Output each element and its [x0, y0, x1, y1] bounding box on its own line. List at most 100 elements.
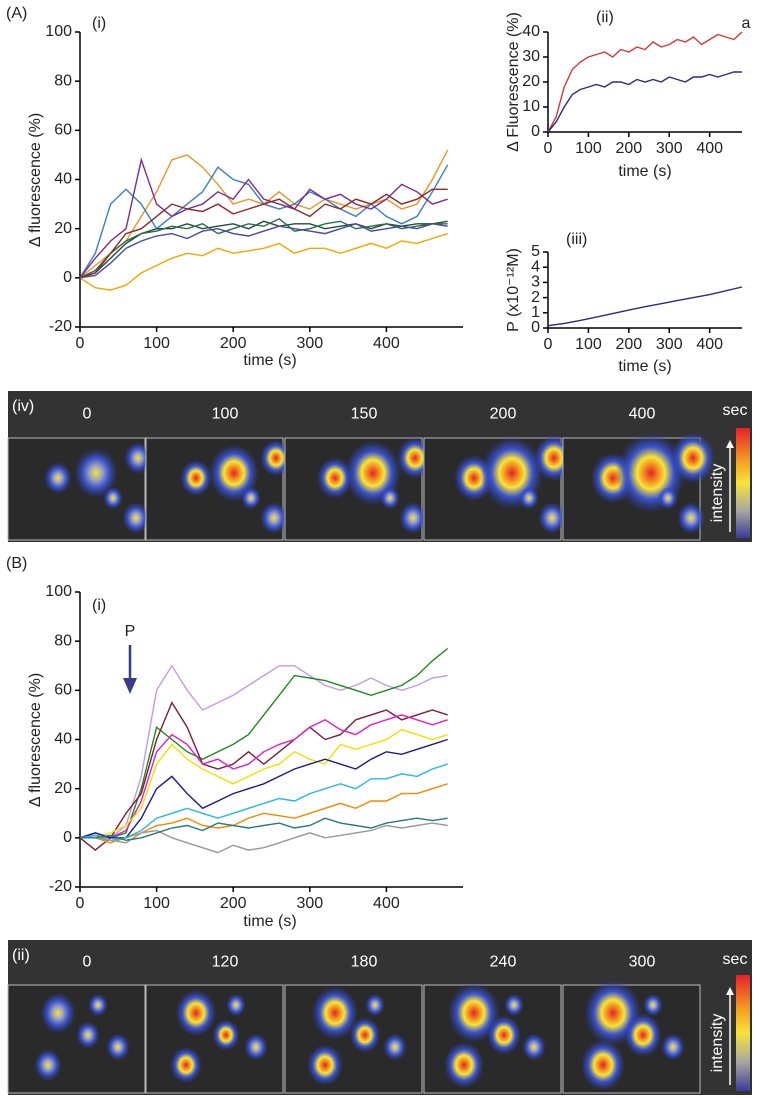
data-line	[79, 763, 448, 842]
strip-label: (iv)	[12, 398, 34, 415]
cell-signal	[522, 1033, 546, 1061]
annotation: a	[742, 15, 751, 32]
scale-label: intensity	[709, 464, 726, 523]
cell-signal	[241, 486, 261, 510]
cell-signal	[580, 1039, 626, 1091]
y-tick-label: 80	[54, 72, 72, 89]
frame-image	[7, 437, 146, 541]
cell-signal	[623, 1012, 663, 1058]
cell-signal	[661, 1033, 685, 1061]
cell-signal	[519, 486, 539, 510]
x-tick-label: 300	[296, 335, 323, 352]
cell-signal	[212, 1019, 240, 1051]
y-tick-label: 0	[531, 123, 540, 140]
scale-arrow-head	[726, 440, 734, 448]
frame-time: 180	[351, 954, 378, 971]
frame-time: 400	[629, 406, 656, 423]
x-tick-label: 400	[696, 140, 723, 157]
x-tick-label: 400	[373, 335, 400, 352]
data-line	[79, 223, 448, 279]
image-strip: (iv) 0 100 150 200 400 sec intensity	[7, 391, 752, 542]
data-line	[79, 149, 449, 279]
y-tick-label: 60	[54, 682, 72, 699]
cell-signal	[383, 1033, 407, 1061]
frame-time: 100	[212, 406, 239, 423]
data-line	[79, 157, 448, 279]
x-axis-label: time (s)	[618, 163, 671, 180]
cell-signal	[504, 993, 524, 1017]
x-tick-label: 400	[696, 336, 723, 353]
cell-signal	[244, 1033, 268, 1061]
panel-label: (i)	[92, 597, 106, 614]
x-tick-label: 100	[575, 140, 602, 157]
x-tick-label: 300	[656, 140, 683, 157]
y-axis-label: Δ Fluorescence (%)	[505, 12, 522, 152]
cell-signal	[208, 443, 260, 503]
frame-time: 150	[351, 406, 378, 423]
data-line	[79, 232, 448, 291]
y-tick-label: 100	[45, 583, 72, 600]
panel-label: (ii)	[596, 9, 614, 26]
cell-signal	[175, 989, 217, 1037]
frame-time: 300	[629, 954, 656, 971]
x-tick-label: 100	[143, 895, 170, 912]
cell-signal	[306, 1044, 344, 1086]
y-axis-label: Δ fluorescence (%)	[27, 113, 44, 247]
y-axis-label: Δ fluorescence (%)	[27, 673, 44, 807]
y-tick-label: 80	[54, 632, 72, 649]
cell-signal	[311, 986, 359, 1040]
cell-signal	[365, 993, 385, 1017]
x-tick-label: 0	[544, 336, 553, 353]
data-line	[79, 220, 448, 279]
cell-signal	[349, 1017, 381, 1053]
cell-signal	[380, 486, 400, 510]
cell-signal	[447, 982, 501, 1044]
cell-signal	[399, 501, 427, 535]
cell-signal	[260, 501, 288, 535]
panel-label: (B)	[6, 555, 27, 572]
data-line	[547, 286, 743, 327]
data-line	[79, 188, 448, 279]
data-line	[79, 738, 448, 839]
y-axis-label: P (x10⁻¹²M)	[505, 248, 522, 332]
cell-signal	[124, 441, 152, 475]
y-tick-label: 20	[54, 780, 72, 797]
image-strip: (ii) 0 120 180 240 300 sec intensity	[7, 940, 752, 1095]
cell-signal	[74, 447, 118, 499]
y-tick-label: -20	[49, 878, 72, 895]
data-line	[547, 31, 743, 133]
x-tick-label: 100	[143, 335, 170, 352]
x-tick-label: 200	[220, 895, 247, 912]
cell-signal	[226, 993, 246, 1017]
data-line	[80, 817, 448, 842]
scale-label: intensity	[709, 1014, 726, 1073]
scale-unit: sec	[723, 951, 748, 968]
cell-signal	[486, 1014, 522, 1056]
frame-time: 0	[83, 406, 92, 423]
frame-time: 240	[490, 954, 517, 971]
y-tick-label: 40	[54, 731, 72, 748]
annotation: P	[125, 623, 136, 640]
panel-label: (i)	[92, 15, 106, 32]
y-tick-label: 60	[54, 122, 72, 139]
color-scale	[736, 428, 750, 538]
x-tick-label: 200	[615, 336, 642, 353]
x-tick-label: 400	[373, 895, 400, 912]
cell-signal	[670, 432, 716, 484]
frame-time: 200	[490, 406, 517, 423]
y-tick-label: 1	[531, 304, 540, 321]
color-scale	[736, 975, 750, 1091]
cell-signal	[106, 1033, 130, 1061]
data-line	[79, 647, 449, 839]
data-line	[79, 217, 448, 279]
cell-signal	[103, 486, 123, 510]
x-axis-label: time (s)	[243, 352, 296, 369]
y-tick-label: 20	[522, 73, 540, 90]
data-line	[79, 664, 448, 839]
cell-signal	[538, 501, 566, 535]
data-line	[547, 71, 742, 133]
y-tick-label: 4	[531, 258, 540, 275]
x-tick-label: 0	[76, 895, 85, 912]
x-tick-label: 300	[656, 336, 683, 353]
